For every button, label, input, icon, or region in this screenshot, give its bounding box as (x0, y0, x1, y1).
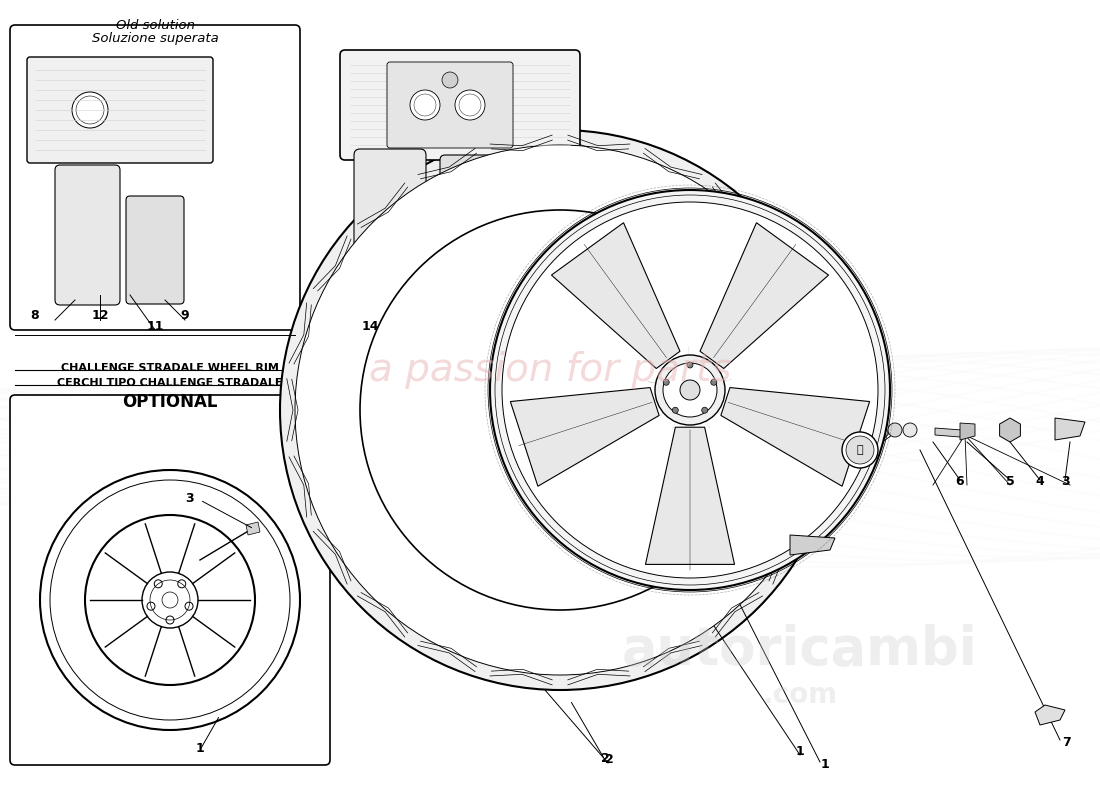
Text: 6: 6 (956, 475, 965, 488)
Text: .com: .com (762, 681, 837, 709)
FancyBboxPatch shape (354, 149, 426, 311)
Polygon shape (1055, 418, 1085, 440)
Text: OPTIONAL: OPTIONAL (122, 393, 218, 411)
Text: 2: 2 (605, 753, 614, 766)
Text: Soluzione superata: Soluzione superata (91, 32, 219, 45)
Text: 7: 7 (1062, 735, 1070, 749)
FancyBboxPatch shape (55, 165, 120, 305)
Circle shape (846, 436, 874, 464)
Text: CERCHI TIPO CHALLENGE STRADALE: CERCHI TIPO CHALLENGE STRADALE (57, 378, 283, 388)
Circle shape (410, 90, 440, 120)
Circle shape (490, 190, 890, 590)
Polygon shape (551, 222, 680, 369)
Circle shape (502, 202, 878, 578)
Circle shape (702, 407, 707, 414)
Text: 3: 3 (1060, 475, 1069, 488)
Polygon shape (960, 423, 975, 440)
FancyBboxPatch shape (10, 395, 330, 765)
Text: 2: 2 (601, 752, 609, 765)
Circle shape (711, 379, 717, 386)
FancyBboxPatch shape (28, 57, 213, 163)
Text: 10: 10 (658, 509, 675, 522)
Circle shape (654, 355, 725, 425)
Polygon shape (720, 387, 870, 486)
Text: 9: 9 (180, 309, 189, 322)
Polygon shape (246, 522, 260, 535)
Circle shape (688, 362, 693, 368)
Text: 15: 15 (521, 319, 539, 332)
Text: 1: 1 (196, 742, 205, 755)
Polygon shape (1000, 418, 1021, 442)
Circle shape (72, 92, 108, 128)
Text: 8: 8 (31, 309, 40, 322)
Text: 11: 11 (146, 320, 164, 333)
Circle shape (663, 379, 669, 386)
Text: 3: 3 (186, 492, 195, 505)
Circle shape (680, 380, 700, 400)
Text: 13: 13 (461, 322, 478, 335)
Text: 16: 16 (486, 310, 504, 323)
Text: 4: 4 (1035, 475, 1044, 488)
Circle shape (360, 210, 760, 610)
Text: autoricambi: autoricambi (623, 624, 978, 676)
Circle shape (903, 423, 917, 437)
Polygon shape (790, 535, 835, 555)
Text: 12: 12 (91, 309, 109, 322)
FancyBboxPatch shape (440, 155, 505, 305)
FancyBboxPatch shape (126, 196, 184, 304)
Text: 5: 5 (1005, 475, 1014, 488)
Circle shape (295, 145, 825, 675)
Circle shape (663, 363, 717, 417)
Circle shape (672, 407, 679, 414)
Text: 🐎: 🐎 (857, 445, 864, 455)
Circle shape (455, 90, 485, 120)
Polygon shape (646, 427, 735, 565)
Polygon shape (1035, 705, 1065, 725)
FancyBboxPatch shape (387, 62, 513, 148)
Text: CHALLENGE STRADALE WHEEL RIM: CHALLENGE STRADALE WHEEL RIM (62, 363, 279, 373)
Text: Old solution: Old solution (116, 19, 195, 32)
Polygon shape (935, 428, 962, 437)
Circle shape (888, 423, 902, 437)
FancyBboxPatch shape (340, 50, 580, 160)
Text: 14: 14 (361, 320, 378, 333)
Circle shape (704, 539, 716, 551)
Text: 1: 1 (795, 745, 804, 758)
Polygon shape (510, 387, 659, 486)
Circle shape (842, 432, 878, 468)
Text: 1: 1 (821, 758, 829, 771)
Polygon shape (700, 222, 828, 369)
Circle shape (280, 130, 840, 690)
Circle shape (442, 72, 458, 88)
FancyBboxPatch shape (10, 25, 300, 330)
Text: a passion for parts: a passion for parts (368, 351, 732, 389)
